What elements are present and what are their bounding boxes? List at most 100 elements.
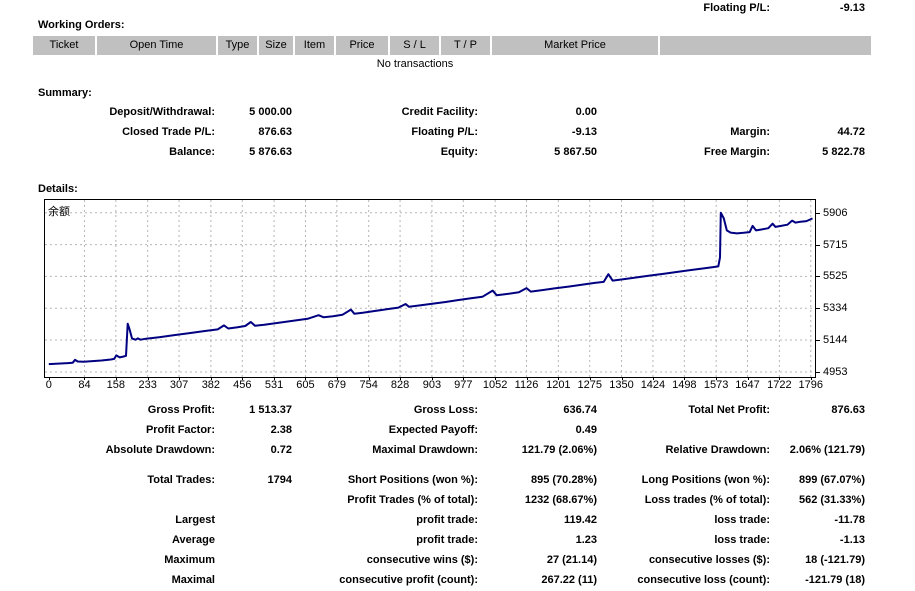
x-tick-mark (336, 377, 338, 380)
maximal-drawdown-value: 121.79 (2.06%) (521, 444, 597, 456)
stats-row-drawdown: Absolute Drawdown: 0.72 Maximal Drawdown… (0, 444, 915, 458)
y-tick-label: 4953 (823, 365, 848, 378)
x-tick-mark (179, 377, 181, 380)
x-tick-mark (589, 377, 591, 380)
short-positions-value: 895 (70.28%) (530, 474, 597, 486)
stats-row-largest: Largest profit trade: 119.42 loss trade:… (0, 514, 915, 528)
x-tick-label: 605 (296, 379, 315, 391)
average-loss-trade-label: loss trade: (714, 534, 770, 546)
absolute-drawdown-value: 0.72 (270, 444, 292, 456)
maximal-label: Maximal (171, 574, 215, 586)
chart-legend-balance: 余额 (48, 206, 70, 218)
consecutive-losses-value: 18 (-121.79) (805, 554, 865, 566)
details-title: Details: (38, 183, 78, 195)
credit-facility-label: Credit Facility: (401, 106, 478, 118)
summary-row-closed-pl: Closed Trade P/L: 876.63 Floating P/L: -… (0, 126, 915, 140)
average-profit-trade-label: profit trade: (416, 534, 478, 546)
x-tick-label: 1052 (482, 379, 508, 391)
average-profit-trade-value: 1.23 (575, 534, 597, 546)
column-price: Price (336, 36, 388, 55)
floating-pl-value: -9.13 (571, 126, 597, 138)
consecutive-losses-label: consecutive losses ($): (648, 554, 770, 566)
x-tick-label: 1275 (577, 379, 602, 391)
x-tick-mark (684, 377, 686, 380)
consecutive-loss-value: -121.79 (18) (805, 574, 865, 586)
x-tick-mark (747, 377, 749, 380)
total-trades-value: 1794 (267, 474, 292, 486)
loss-trades-value: 562 (31.33%) (798, 494, 865, 506)
floating-pl-top-row: Floating P/L: -9.13 (0, 2, 915, 16)
gross-loss-value: 636.74 (563, 404, 597, 416)
deposit-withdrawal-value: 5 000.00 (249, 106, 292, 118)
x-tick-label: 1647 (735, 379, 760, 391)
consecutive-profit-label: consecutive profit (count): (339, 574, 478, 586)
x-tick-mark (779, 377, 781, 380)
floating-pl-label: Floating P/L: (411, 126, 478, 138)
total-net-profit-value: 876.63 (831, 404, 865, 416)
y-tick-mark (816, 340, 820, 342)
x-tick-label: 1796 (798, 379, 823, 391)
x-tick-label: 307 (169, 379, 189, 391)
y-tick-label: 5525 (823, 270, 848, 283)
summary-title: Summary: (38, 87, 92, 99)
y-tick-mark (816, 276, 820, 278)
gross-profit-value: 1 513.37 (249, 404, 292, 416)
average-label: Average (171, 534, 215, 546)
margin-label: Margin: (730, 126, 770, 138)
summary-row-deposit: Deposit/Withdrawal: 5 000.00 Credit Faci… (0, 106, 915, 120)
total-net-profit-label: Total Net Profit: (688, 404, 770, 416)
consecutive-wins-value: 27 (21.14) (546, 554, 597, 566)
x-tick-mark (716, 377, 718, 380)
maximum-label: Maximum (164, 554, 215, 566)
gross-profit-label: Gross Profit: (147, 404, 215, 416)
x-tick-label: 754 (359, 379, 378, 391)
column-market-price: Market Price (492, 36, 658, 55)
profit-trades-label: Profit Trades (% of total): (347, 494, 478, 506)
column-size: Size (259, 36, 293, 55)
column-tp: T / P (441, 36, 490, 55)
relative-drawdown-value: 2.06% (121.79) (789, 444, 865, 456)
absolute-drawdown-label: Absolute Drawdown: (105, 444, 215, 456)
largest-profit-trade-label: profit trade: (416, 514, 478, 526)
no-transactions-message: No transactions (376, 58, 454, 70)
column-sl: S / L (390, 36, 439, 55)
consecutive-loss-label: consecutive loss (count): (637, 574, 770, 586)
closed-trade-pl-value: 876.63 (258, 126, 292, 138)
x-tick-mark (242, 377, 244, 380)
x-tick-label: 1126 (514, 379, 539, 391)
x-tick-mark (558, 377, 560, 380)
working-orders-header: Ticket Open Time Type Size Item Price S … (33, 36, 871, 55)
x-tick-label: 679 (327, 379, 347, 391)
relative-drawdown-label: Relative Drawdown: (665, 444, 770, 456)
y-tick-mark (816, 244, 820, 246)
profit-trades-value: 1232 (68.67%) (524, 494, 597, 506)
long-positions-value: 899 (67.07%) (798, 474, 865, 486)
column-item: Item (295, 36, 334, 55)
y-tick-label: 5144 (823, 334, 848, 347)
y-tick-label: 5906 (823, 206, 848, 219)
x-tick-mark (368, 377, 370, 380)
balance-line (48, 211, 813, 366)
gross-loss-label: Gross Loss: (413, 404, 478, 416)
x-tick-label: 84 (78, 379, 91, 391)
floating-pl-top-value: -9.13 (839, 2, 865, 14)
x-tick-mark (147, 377, 149, 380)
stats-row-profit-factor: Profit Factor: 2.38 Expected Payoff: 0.4… (0, 424, 915, 438)
largest-loss-trade-label: loss trade: (714, 514, 770, 526)
x-tick-label: 1201 (546, 379, 571, 391)
credit-facility-value: 0.00 (575, 106, 597, 118)
x-tick-mark (431, 377, 433, 380)
x-tick-mark (652, 377, 654, 380)
x-tick-label: 903 (422, 379, 442, 391)
consecutive-wins-label: consecutive wins ($): (366, 554, 478, 566)
x-tick-label: 1722 (767, 379, 792, 391)
stats-row-gross: Gross Profit: 1 513.37 Gross Loss: 636.7… (0, 404, 915, 418)
free-margin-label: Free Margin: (703, 146, 770, 158)
margin-value: 44.72 (837, 126, 865, 138)
stats-row-average: Average profit trade: 1.23 loss trade: -… (0, 534, 915, 548)
deposit-withdrawal-label: Deposit/Withdrawal: (109, 106, 215, 118)
x-tick-mark (84, 377, 86, 380)
balance-label: Balance: (169, 146, 215, 158)
x-tick-mark (810, 377, 812, 380)
stats-row-maximal: Maximal consecutive profit (count): 267.… (0, 574, 915, 588)
